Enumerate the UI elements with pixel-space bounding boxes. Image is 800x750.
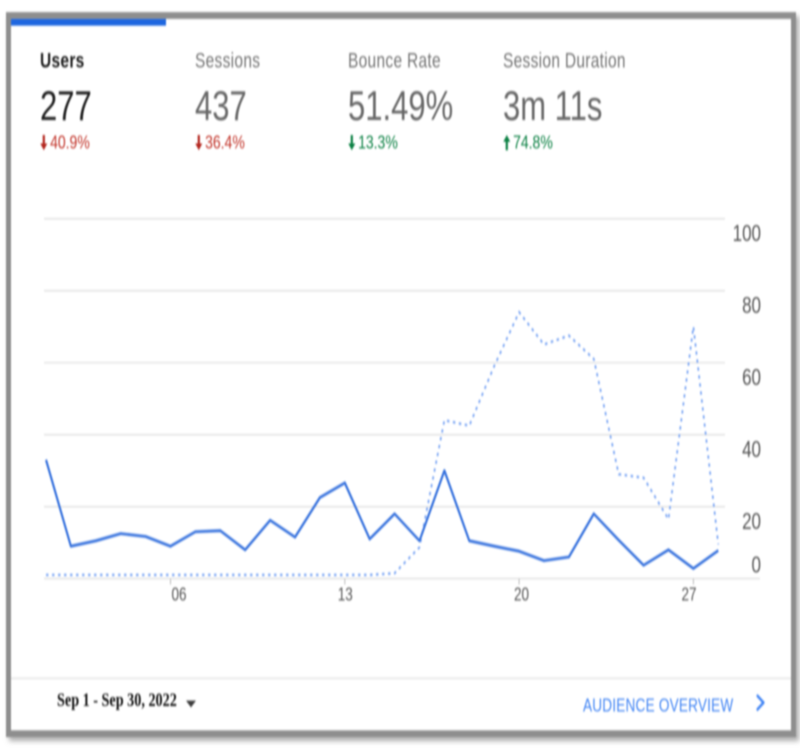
svg-text:06: 06 <box>171 585 186 605</box>
svg-text:40: 40 <box>742 438 761 463</box>
svg-text:20: 20 <box>514 585 529 605</box>
svg-text:80: 80 <box>742 294 761 319</box>
svg-text:60: 60 <box>742 366 761 391</box>
svg-text:100: 100 <box>733 222 761 247</box>
svg-text:13: 13 <box>338 585 353 605</box>
svg-text:20: 20 <box>742 510 761 535</box>
svg-text:0: 0 <box>752 553 761 578</box>
svg-text:27: 27 <box>681 585 696 605</box>
